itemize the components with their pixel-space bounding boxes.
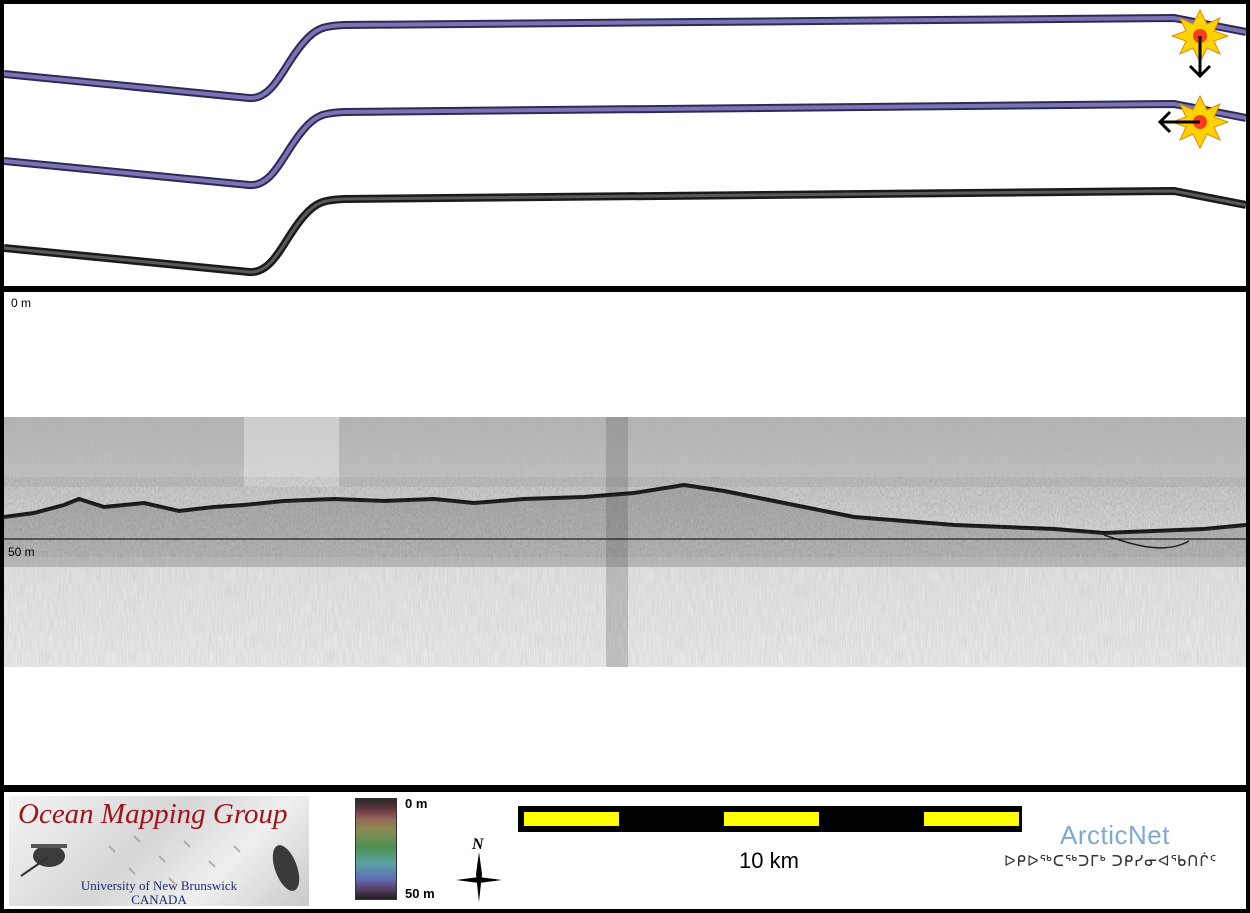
- ocean-mapping-group-logo: Ocean Mapping Group University of New Br…: [9, 796, 309, 906]
- depth-label-top: 0 m: [11, 296, 32, 310]
- logo-country: CANADA: [131, 892, 187, 906]
- echogram: [4, 417, 1246, 667]
- north-arrow-label: N: [472, 836, 484, 853]
- colorbar-top-label: 0 m: [405, 796, 428, 811]
- survey-track-2: [4, 99, 1246, 189]
- colorbar-bottom-label: 50 m: [405, 886, 435, 901]
- ship-position-marker-bottom: [1157, 94, 1230, 150]
- legend-panel: Ocean Mapping Group University of New Br…: [4, 792, 1246, 909]
- ship-position-marker-top: [1170, 8, 1230, 79]
- north-arrow: N: [454, 836, 504, 902]
- arcticnet-logo: ArcticNet: [1060, 820, 1170, 850]
- survey-track-3: [4, 186, 1246, 276]
- depth-label-50m: 50 m: [8, 545, 35, 559]
- depth-colorbar: [355, 798, 397, 900]
- arcticnet-inuktitut-text: ᐅᑭᐅᖅᑕᖅᑐᒥᒃ ᑐᑭᓯᓂᐊᖃᑎᒌᑦ: [1004, 853, 1218, 870]
- survey-track-1: [4, 13, 1246, 102]
- logo-university: University of New Brunswick: [80, 878, 238, 893]
- depth-profile-panel: 0 m 50 m: [4, 292, 1246, 785]
- track-map: [4, 8, 1246, 276]
- compass-star-icon: [456, 852, 502, 902]
- logo-title: Ocean Mapping Group: [18, 798, 288, 830]
- track-map-panel: [4, 4, 1246, 286]
- logo-background-icon: [20, 835, 300, 891]
- scale-bar-label: 10 km: [739, 848, 799, 873]
- scale-bar: [518, 806, 1022, 832]
